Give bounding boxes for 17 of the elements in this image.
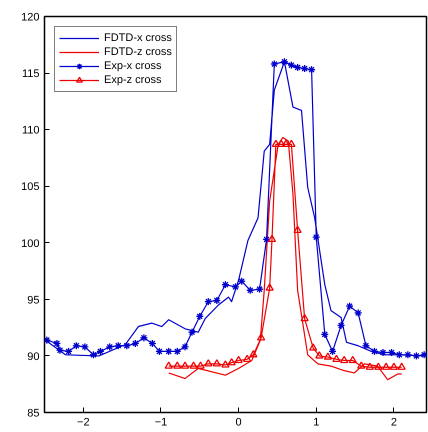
y-tick-label: 90: [27, 350, 40, 363]
x-tick-label: 1: [313, 416, 320, 428]
x-tick-label: −1: [154, 416, 168, 428]
legend-label: FDTD-x cross: [104, 31, 172, 45]
y-tick-label: 95: [27, 294, 40, 306]
legend-label: Exp-z cross: [104, 73, 162, 87]
legend-label: Exp-x cross: [104, 59, 162, 73]
y-tick-label: 115: [22, 68, 40, 80]
y-tick-label: 100: [21, 238, 40, 250]
x-tick-label: 0: [236, 416, 242, 428]
y-tick-label: 110: [22, 124, 40, 137]
x-tick-label: 2: [390, 416, 397, 428]
x-tick-label: −2: [77, 416, 90, 428]
y-tick-label: 120: [21, 12, 40, 24]
y-tick-label: 85: [27, 408, 40, 420]
legend-label: FDTD-z cross: [104, 45, 172, 59]
y-tick-label: 105: [21, 181, 40, 194]
